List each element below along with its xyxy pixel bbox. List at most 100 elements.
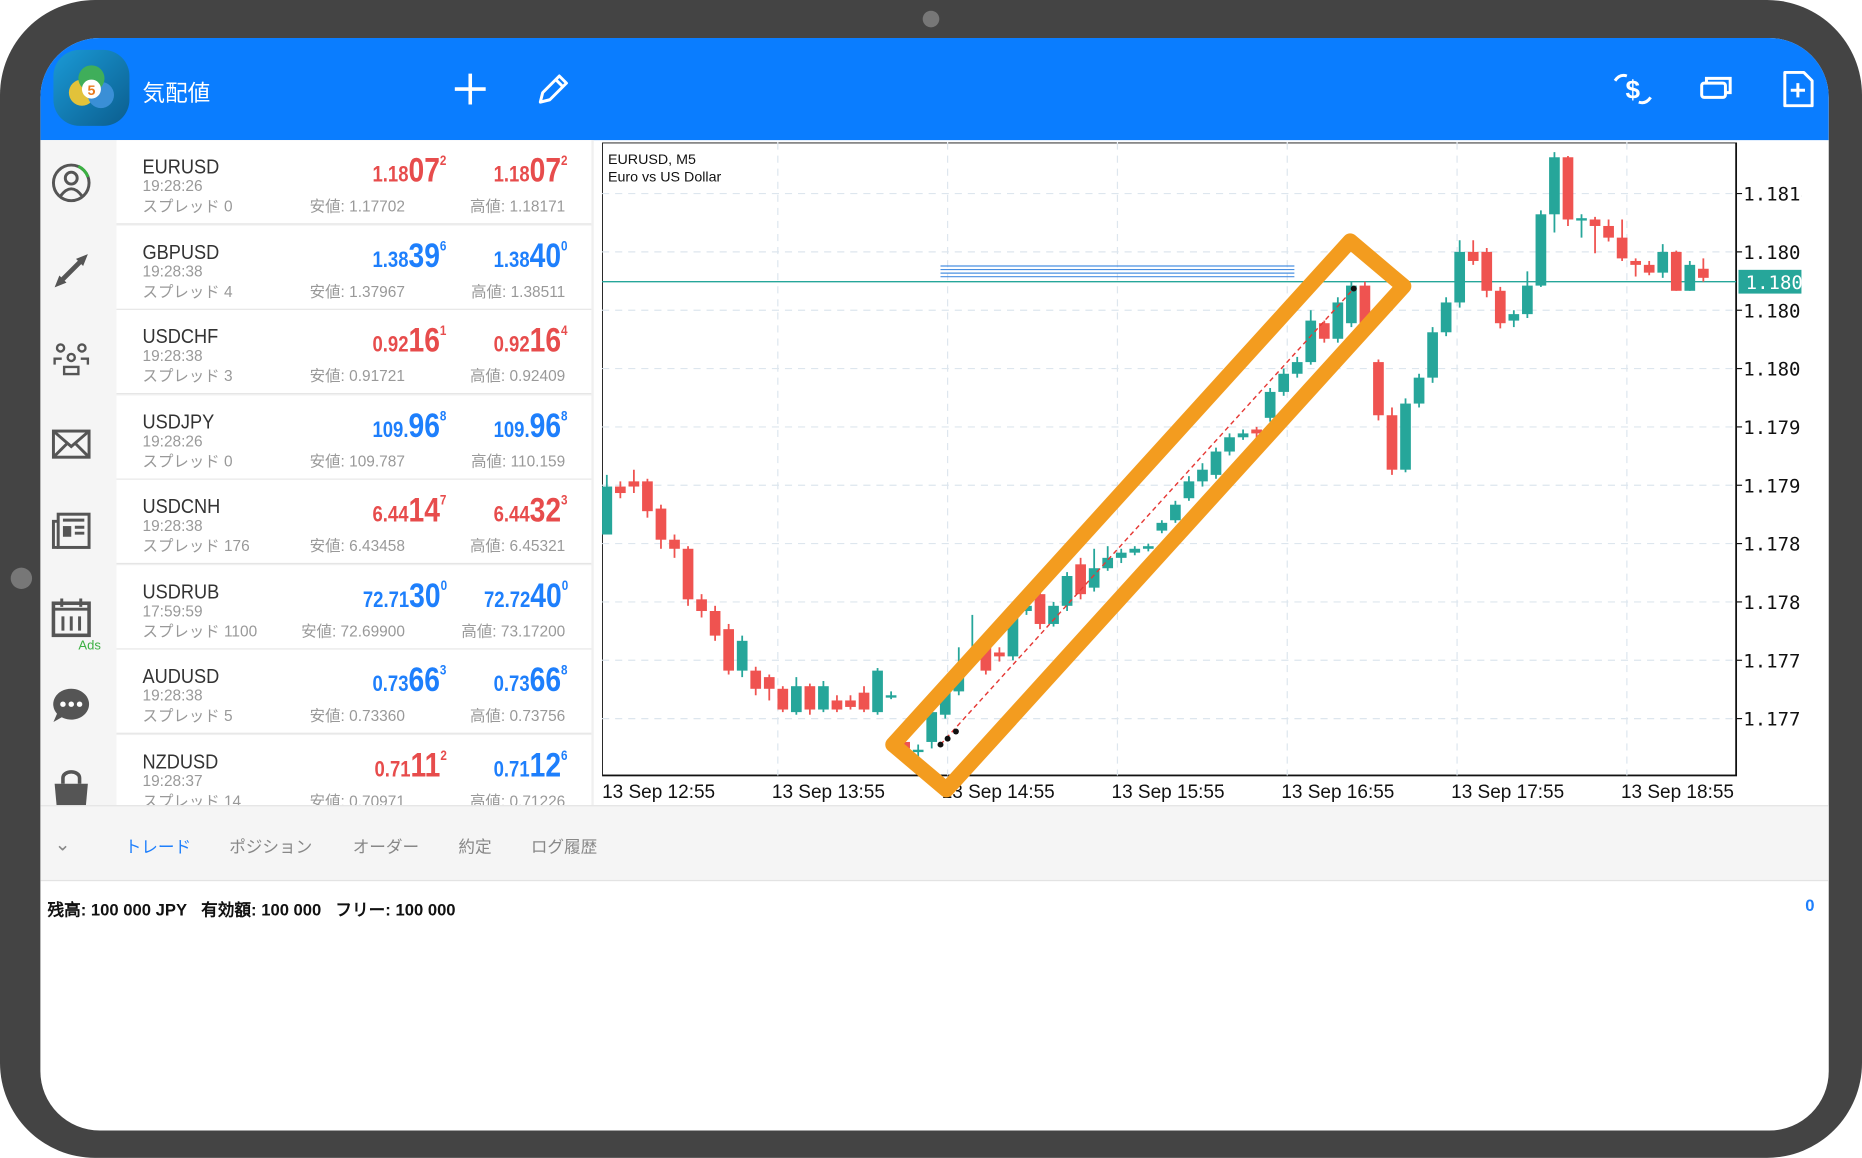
ask-prefix: 0.71 — [493, 757, 530, 782]
pencil-icon[interactable] — [530, 67, 575, 112]
candle-body — [682, 548, 694, 600]
trend-point — [937, 741, 944, 748]
quote-row-usdrub[interactable]: USDRUB 17:59:59 スプレッド 1100 72.71300 72.72… — [116, 564, 592, 649]
candle-body — [885, 695, 897, 698]
quote-time: 19:28:38 — [142, 261, 203, 280]
current-price-tag — [1738, 269, 1802, 294]
y-tick-label: 1.17825 — [1743, 592, 1801, 614]
candle-body — [1454, 251, 1466, 303]
candle-body — [939, 691, 951, 715]
candle-body — [804, 686, 816, 710]
quote-row-usdchf[interactable]: USDCHF 19:28:38 スプレッド 3 0.92161 0.92164 安… — [116, 309, 592, 395]
current-price-label: 1.18072 — [1746, 272, 1802, 294]
quote-row-gbpusd[interactable]: GBPUSD 19:28:38 スプレッド 4 1.38396 1.38400 安… — [116, 225, 592, 310]
app-logo[interactable]: 5 — [53, 49, 130, 126]
profit-value: 0 — [1805, 895, 1815, 915]
candle-body — [1048, 605, 1059, 624]
candle-body — [790, 686, 802, 713]
candle-body — [1630, 260, 1642, 265]
ask-price: 6.44323 — [494, 492, 568, 531]
tab-deals[interactable]: 約定 — [458, 837, 492, 857]
candle-body — [845, 700, 856, 707]
news-icon[interactable] — [50, 509, 93, 552]
tab-trade[interactable]: トレード — [124, 837, 192, 857]
sidebar: Ads — [40, 140, 117, 810]
quote-time: 17:59:59 — [142, 601, 203, 620]
trade-arrows-icon[interactable] — [50, 249, 93, 292]
community-icon[interactable] — [50, 336, 93, 379]
high-price: 高値: 0.92409 — [469, 366, 566, 385]
candle-body — [1129, 548, 1141, 553]
quote-row-eurusd[interactable]: EURUSD 19:28:26 スプレッド 0 1.18072 1.18072 安… — [116, 140, 592, 225]
bid-price: 109.968 — [373, 407, 447, 446]
x-tick-label: 13 Sep 14:55 — [942, 782, 1055, 803]
x-tick-label: 13 Sep 18:55 — [1621, 782, 1734, 803]
bid-prefix: 1.38 — [372, 247, 409, 273]
candle-body — [1102, 557, 1114, 569]
candle-body — [1386, 415, 1398, 470]
tab-log-history[interactable]: ログ履歴 — [530, 837, 598, 857]
candle-body — [1278, 373, 1290, 392]
collapse-chevron-icon[interactable]: ⌄ — [54, 834, 71, 855]
candle-body — [1684, 264, 1696, 291]
symbol: GBPUSD — [142, 240, 220, 264]
account-icon[interactable] — [50, 162, 93, 205]
calendar-icon[interactable] — [50, 596, 93, 639]
bid-pips: 66 — [408, 661, 440, 700]
ask-price: 109.968 — [494, 407, 568, 446]
bid-pips: 96 — [408, 406, 440, 445]
ask-price: 0.92164 — [494, 322, 568, 361]
low-price: 安値: 109.787 — [309, 451, 405, 470]
candle-body — [1643, 264, 1655, 273]
ask-fraction: 3 — [561, 491, 568, 509]
quote-row-usdjpy[interactable]: USDJPY 19:28:26 スプレッド 0 109.968 109.968 安… — [116, 394, 592, 480]
candle-body — [777, 688, 789, 710]
y-tick-label: 1.17780 — [1743, 650, 1801, 672]
y-tick-label: 1.17915 — [1743, 475, 1801, 497]
svg-text:$: $ — [1626, 75, 1641, 105]
ask-pips: 40 — [529, 236, 562, 275]
bid-prefix: 0.92 — [372, 332, 409, 358]
bid-prefix: 0.73 — [372, 672, 409, 698]
equity: 有効額: 100 000 — [201, 900, 322, 920]
market-bag-icon[interactable] — [50, 770, 93, 813]
quote-time: 19:28:26 — [142, 431, 203, 450]
new-document-icon[interactable] — [1775, 67, 1820, 112]
low-price: 安値: 0.91721 — [309, 366, 405, 385]
mail-icon[interactable] — [50, 423, 93, 466]
candle-body — [831, 700, 843, 710]
quotes-list: EURUSD 19:28:26 スプレッド 0 1.18072 1.18072 安… — [116, 140, 594, 806]
highlight-box — [885, 233, 1412, 798]
plus-icon[interactable] — [448, 67, 493, 112]
ads-label: Ads — [78, 638, 101, 654]
quote-row-usdcnh[interactable]: USDCNH 19:28:38 スプレッド 176 6.44147 6.44323… — [116, 479, 592, 565]
candle-body — [709, 611, 721, 636]
y-tick-label: 1.18140 — [1743, 184, 1801, 206]
quote-row-audusd[interactable]: AUDUSD 19:28:38 スプレッド 5 0.73663 0.73668 安… — [116, 649, 592, 734]
candle-body — [763, 677, 775, 689]
candle-body — [1318, 323, 1330, 339]
candle-body — [736, 640, 748, 671]
y-tick-label: 1.17735 — [1743, 709, 1801, 731]
x-tick-label: 13 Sep 12:55 — [602, 782, 715, 803]
bid-fraction: 1 — [439, 321, 447, 339]
quote-row-nzdusd[interactable]: NZDUSD 19:28:37 スプレッド 14 0.71112 0.71126 … — [116, 734, 592, 806]
currency-exchange-icon[interactable]: $ — [1610, 67, 1655, 112]
spread: スプレッド 5 — [142, 706, 233, 725]
bid-price: 0.73663 — [373, 661, 447, 700]
plot-area — [602, 142, 1738, 777]
spread: スプレッド 4 — [142, 282, 233, 300]
candle-body — [1224, 437, 1235, 452]
candle-body — [1670, 251, 1682, 291]
price-chart[interactable]: 13 Sep 12:55 13 Sep 13:55 13 Sep 14:55 13 S… — [602, 142, 1802, 808]
tab-positions[interactable]: ポジション — [229, 837, 313, 857]
trend-point — [944, 735, 951, 742]
bid-price: 0.92161 — [373, 322, 447, 361]
bid-price: 0.71112 — [374, 746, 446, 785]
chat-icon[interactable] — [50, 684, 93, 727]
windows-icon[interactable] — [1693, 67, 1738, 112]
tab-orders[interactable]: オーダー — [352, 837, 420, 857]
candle-body — [980, 647, 992, 671]
candle-body — [669, 539, 680, 549]
side-sensor — [10, 567, 33, 589]
